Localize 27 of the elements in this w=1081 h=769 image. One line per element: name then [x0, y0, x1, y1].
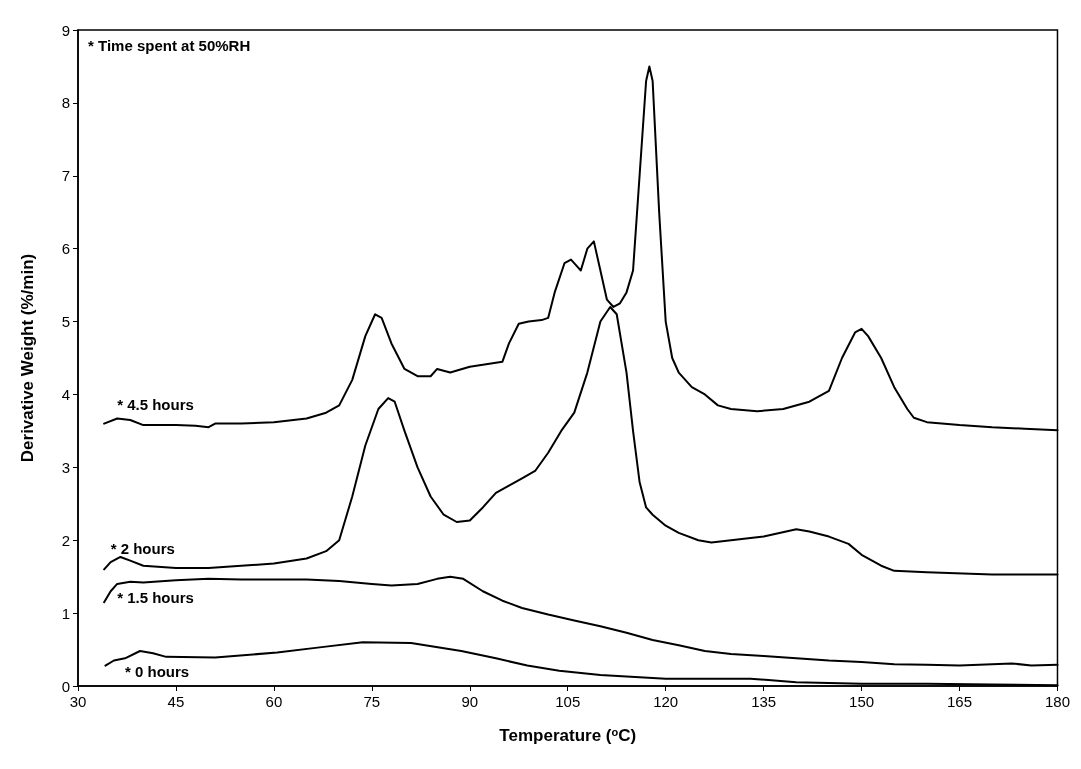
y-tick-label: 2 — [61, 531, 70, 549]
x-tick-label: 75 — [363, 693, 381, 710]
series-label: * 1.5 hours — [117, 588, 194, 606]
x-tick-label: 135 — [751, 693, 777, 710]
y-tick-label: 7 — [61, 167, 70, 185]
y-tick-label: 5 — [61, 313, 70, 331]
series-label: * 0 hours — [125, 663, 190, 681]
x-tick-label: 180 — [1044, 693, 1070, 710]
x-tick-label: 60 — [265, 693, 283, 710]
x-tick-label: 105 — [555, 693, 581, 710]
x-tick-label: 30 — [69, 693, 87, 710]
annotation: * Time spent at 50%RH — [88, 37, 251, 54]
series-label: * 4.5 hours — [117, 396, 194, 414]
x-tick-label: 165 — [947, 693, 973, 710]
y-tick-label: 9 — [61, 21, 70, 39]
y-tick-label: 8 — [61, 94, 70, 112]
y-tick-label: 0 — [61, 677, 70, 695]
x-tick-label: 120 — [653, 693, 679, 710]
x-tick-label: 45 — [167, 693, 185, 710]
y-tick-label: 3 — [61, 458, 70, 476]
x-tick-label: 90 — [461, 693, 479, 710]
y-tick-label: 6 — [61, 240, 70, 258]
y-tick-label: 4 — [61, 385, 70, 403]
x-tick-label: 150 — [849, 693, 875, 710]
series-label: * 2 hours — [110, 540, 175, 558]
y-axis-title: Derivative Weight (%/min) — [18, 253, 37, 463]
y-tick-label: 1 — [61, 604, 70, 622]
